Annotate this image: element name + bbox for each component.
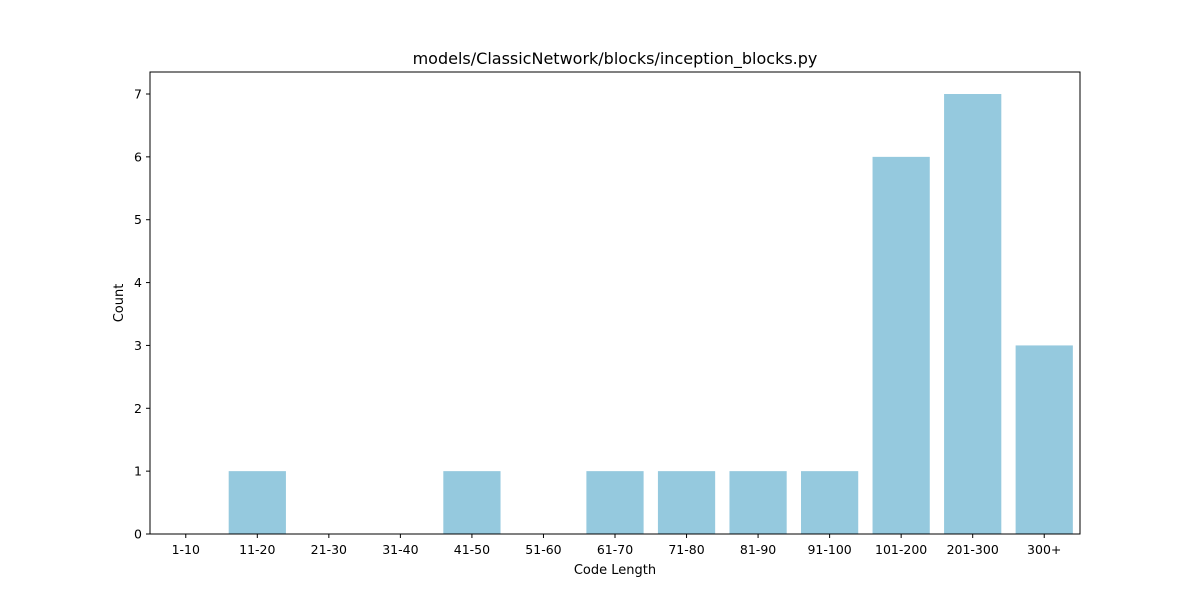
bar-300+ (1015, 345, 1073, 534)
x-tick-label: 81-90 (740, 542, 776, 557)
bar-91-100 (801, 471, 859, 534)
y-tick-label: 1 (134, 464, 142, 479)
chart-title: models/ClassicNetwork/blocks/inception_b… (413, 49, 818, 69)
x-tick-label: 41-50 (454, 542, 490, 557)
x-tick-label: 201-300 (947, 542, 999, 557)
x-axis-label: Code Length (574, 563, 656, 578)
x-tick-label: 71-80 (668, 542, 704, 557)
bar-61-70 (586, 471, 644, 534)
y-tick-label: 6 (134, 149, 142, 164)
bar-101-200 (872, 156, 930, 534)
y-tick-label: 3 (134, 338, 142, 353)
bar-11-20 (228, 471, 286, 534)
x-tick-label: 101-200 (875, 542, 927, 557)
y-tick-label: 4 (134, 275, 142, 290)
bar-71-80 (657, 471, 716, 534)
y-tick-label: 5 (134, 212, 142, 227)
x-tick-label: 1-10 (172, 542, 200, 557)
bar-41-50 (443, 471, 501, 534)
y-tick-label: 2 (134, 401, 142, 416)
x-tick-label: 61-70 (597, 542, 633, 557)
y-axis-label: Count (112, 284, 127, 323)
y-axis-ticks: 0 1 2 3 4 5 6 7 (134, 87, 150, 542)
bar-201-300 (944, 94, 1002, 534)
x-tick-label: 51-60 (525, 542, 561, 557)
x-tick-label: 31-40 (382, 542, 418, 557)
y-tick-label: 0 (134, 527, 142, 542)
x-axis-ticks: 1-10 11-20 21-30 31-40 41-50 51-60 61-70 71-80 8… (172, 534, 1061, 557)
x-tick-label: 21-30 (311, 542, 347, 557)
plot-frame (149, 71, 1081, 535)
bars-group (228, 94, 1073, 534)
x-tick-label: 11-20 (239, 542, 275, 557)
y-tick-label: 7 (134, 87, 142, 102)
bar-81-90 (729, 471, 787, 534)
x-tick-label: 300+ (1027, 542, 1061, 557)
x-tick-label: 91-100 (807, 542, 851, 557)
